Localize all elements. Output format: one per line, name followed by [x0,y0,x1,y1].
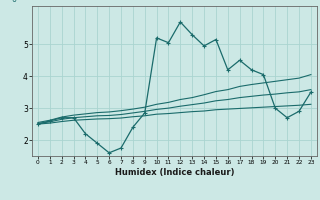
X-axis label: Humidex (Indice chaleur): Humidex (Indice chaleur) [115,168,234,177]
Text: 6: 6 [11,0,16,4]
